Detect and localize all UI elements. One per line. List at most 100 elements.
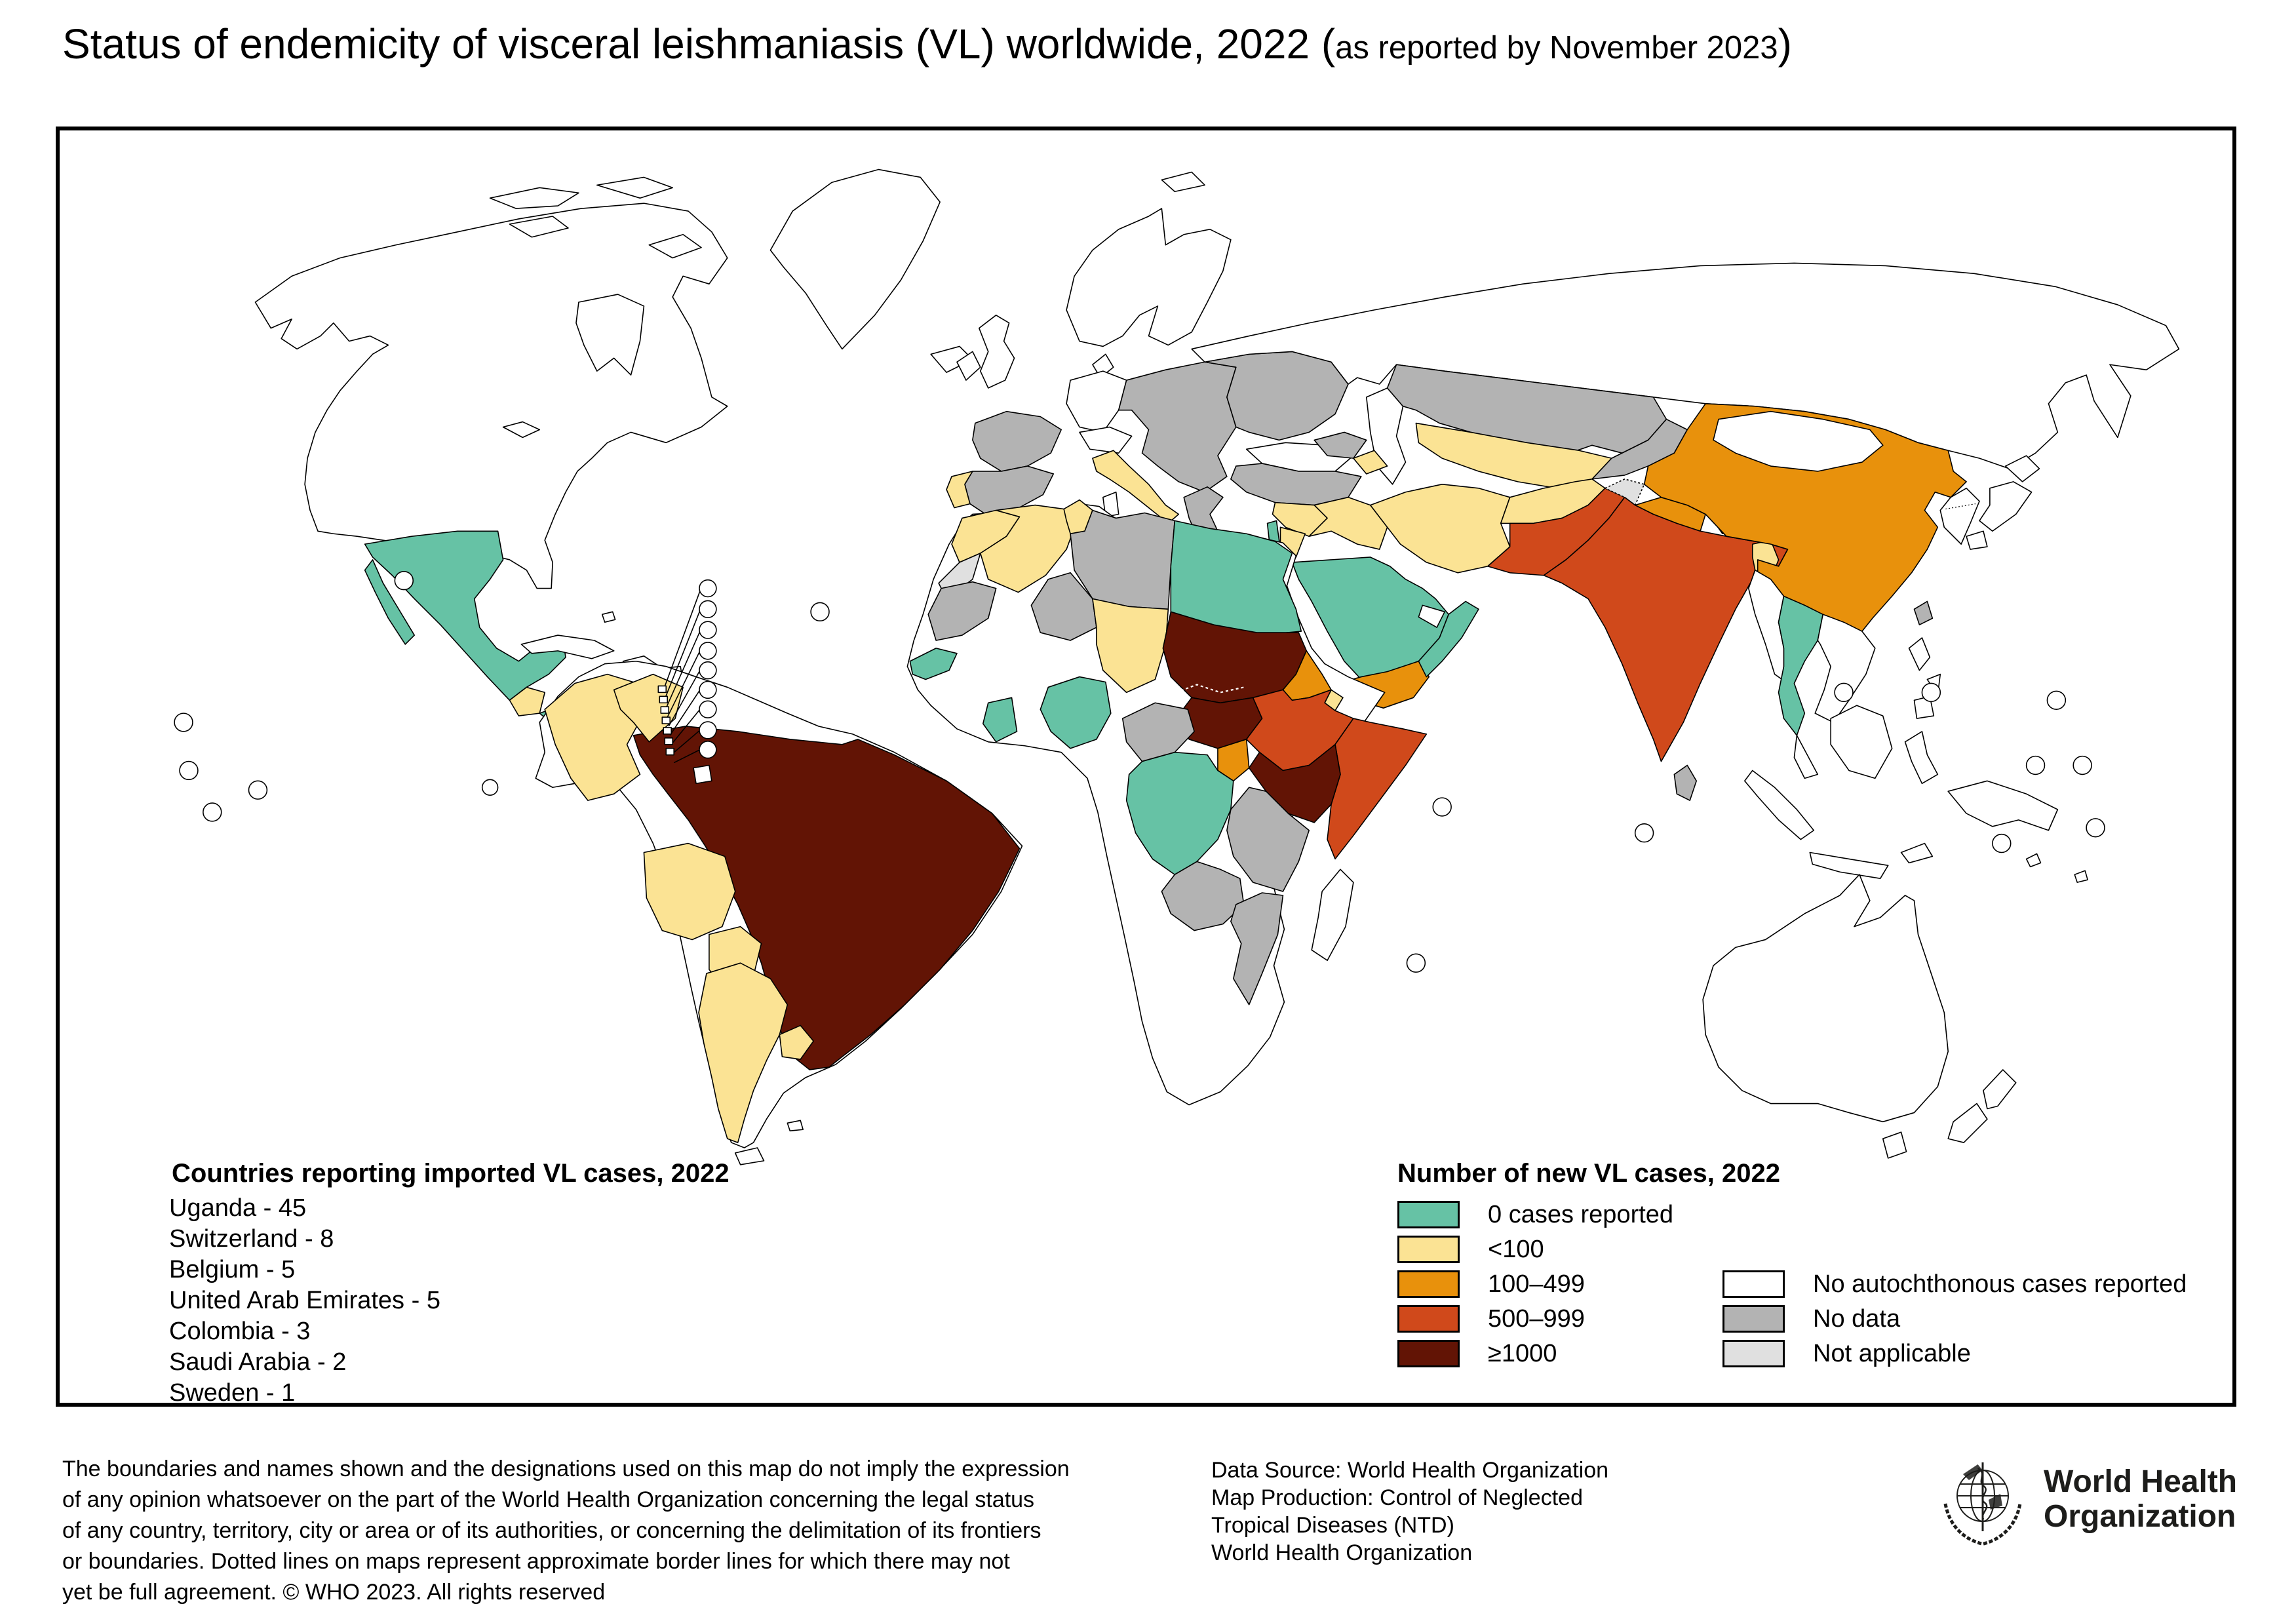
data-source-line: Map Production: Control of Neglected	[1211, 1485, 1583, 1510]
country-uruguay	[779, 1025, 813, 1059]
data-source-line: Data Source: World Health Organization	[1211, 1458, 1609, 1483]
disclaimer-line: yet be full agreement. © WHO 2023. All r…	[62, 1580, 606, 1605]
island-tasmania	[1883, 1132, 1907, 1158]
country-senegal	[910, 648, 957, 680]
country-ghana	[983, 697, 1017, 741]
country-greece	[1184, 487, 1223, 536]
country-guatemala	[509, 687, 545, 716]
who-logo-line2: Organization	[2044, 1499, 2236, 1534]
imported-case-item: United Arab Emirates - 5	[169, 1287, 440, 1314]
sudan-dotted-boundary	[1176, 684, 1243, 692]
country-argentina	[699, 963, 787, 1143]
country-algeria	[981, 505, 1077, 593]
small-island-circles	[174, 572, 2105, 972]
country-madagascar	[1312, 869, 1353, 960]
country-azerbaijan	[1353, 450, 1388, 474]
title-note: as reported by November 2023	[1335, 30, 1778, 66]
country-new-zealand-south	[1948, 1104, 1987, 1143]
country-uae	[1418, 605, 1445, 627]
island-java	[1810, 852, 1888, 878]
region-alpine	[1080, 427, 1132, 454]
legend-label-0-cases: 0 cases reported	[1488, 1201, 1674, 1228]
island-borneo	[1831, 705, 1892, 778]
country-bolivia	[644, 844, 735, 940]
island-honshu	[1979, 482, 2032, 531]
country-france	[973, 412, 1061, 471]
country-chad	[1093, 598, 1168, 692]
arctic-island	[597, 177, 672, 198]
imported-cases-heading: Countries reporting imported VL cases, 2…	[172, 1159, 730, 1188]
island-tierra-del-fuego	[735, 1148, 764, 1165]
legend-swatch-100-499	[1397, 1270, 1460, 1298]
island-new-guinea	[1948, 781, 2057, 830]
disclaimer-line: of any opinion whatsoever on the part of…	[62, 1487, 1035, 1512]
island-falklands	[787, 1120, 803, 1131]
data-source-line: Tropical Diseases (NTD)	[1211, 1513, 1454, 1538]
region-korea	[1940, 488, 1979, 544]
legend-label-no-data: No data	[1813, 1305, 1901, 1333]
legend-swatch-0-cases	[1397, 1201, 1460, 1228]
legend-label-100-499: 100–499	[1488, 1270, 1585, 1298]
data-source-block: Data Source: World Health Organization M…	[1211, 1457, 1608, 1567]
page-title: Status of endemicity of visceral leishma…	[62, 20, 1792, 68]
disclaimer-line: of any country, territory, city or area …	[62, 1518, 1041, 1543]
country-brazil	[634, 726, 1020, 1070]
country-russia	[1192, 263, 2179, 469]
country-cuba	[521, 635, 613, 659]
disclaimer-line: The boundaries and names shown and the d…	[62, 1457, 1070, 1481]
legend-swatch-500-999	[1397, 1305, 1460, 1333]
country-portugal	[946, 471, 973, 508]
country-iran	[1371, 484, 1510, 573]
country-oman	[1418, 601, 1479, 676]
country-germany	[1066, 371, 1127, 432]
country-mexico-baja	[365, 560, 415, 644]
country-drc	[1127, 753, 1234, 875]
legend-label-ge1000: ≥1000	[1488, 1340, 1557, 1367]
legend-swatch-no-data	[1722, 1305, 1785, 1333]
island-sulawesi	[1905, 732, 1938, 783]
country-thailand	[1779, 596, 1823, 735]
title-paren-close: )	[1778, 20, 1792, 68]
country-libya	[1070, 511, 1175, 610]
island-timor	[1901, 844, 1933, 863]
country-sri-lanka	[1674, 766, 1696, 801]
legend-label-lt100: <100	[1488, 1236, 1544, 1263]
boundaries-disclaimer: The boundaries and names shown and the d…	[62, 1454, 1070, 1608]
region-caucasus	[1314, 432, 1367, 458]
country-united-kingdom	[979, 315, 1015, 388]
imported-case-item: Switzerland - 8	[169, 1225, 334, 1253]
who-logo: World Health Organization	[1934, 1457, 2242, 1561]
arctic-island	[490, 187, 579, 208]
data-source-line: World Health Organization	[1211, 1540, 1473, 1565]
legend-swatch-not-applicable	[1722, 1340, 1785, 1367]
island-kyushu	[1966, 531, 1987, 549]
hudson-bay	[576, 294, 644, 375]
island-hokkaido	[2006, 456, 2040, 482]
island-taiwan	[1914, 601, 1932, 625]
region-kashmir	[1605, 479, 1644, 505]
title-main: Status of endemicity of visceral leishma…	[62, 20, 1336, 68]
imported-case-item: Saudi Arabia - 2	[169, 1348, 347, 1376]
island-bahamas	[602, 612, 615, 622]
arctic-island	[649, 235, 701, 258]
country-australia	[1703, 874, 1948, 1122]
imported-case-item: Colombia - 3	[169, 1318, 311, 1345]
legend-swatch-ge1000	[1397, 1340, 1460, 1367]
region-malay-peninsula	[1794, 735, 1818, 778]
country-mongolia	[1713, 412, 1883, 471]
island-philippines	[1909, 638, 1930, 671]
country-iraq	[1309, 498, 1387, 549]
country-mauritania	[928, 582, 996, 640]
who-emblem-icon	[1934, 1457, 2032, 1555]
arctic-island	[509, 216, 568, 237]
legend-label-not-applicable: Not applicable	[1813, 1340, 1971, 1367]
legend-label-500-999: 500–999	[1488, 1305, 1585, 1333]
country-somalia	[1327, 718, 1426, 859]
country-kazakhstan	[1388, 364, 1667, 456]
legend-label-no-autochthonous: No autochthonous cases reported	[1813, 1270, 2187, 1298]
country-uganda	[1218, 739, 1249, 781]
country-greenland	[770, 170, 940, 349]
country-kenya	[1249, 745, 1340, 823]
region-indochina	[1815, 614, 1875, 722]
